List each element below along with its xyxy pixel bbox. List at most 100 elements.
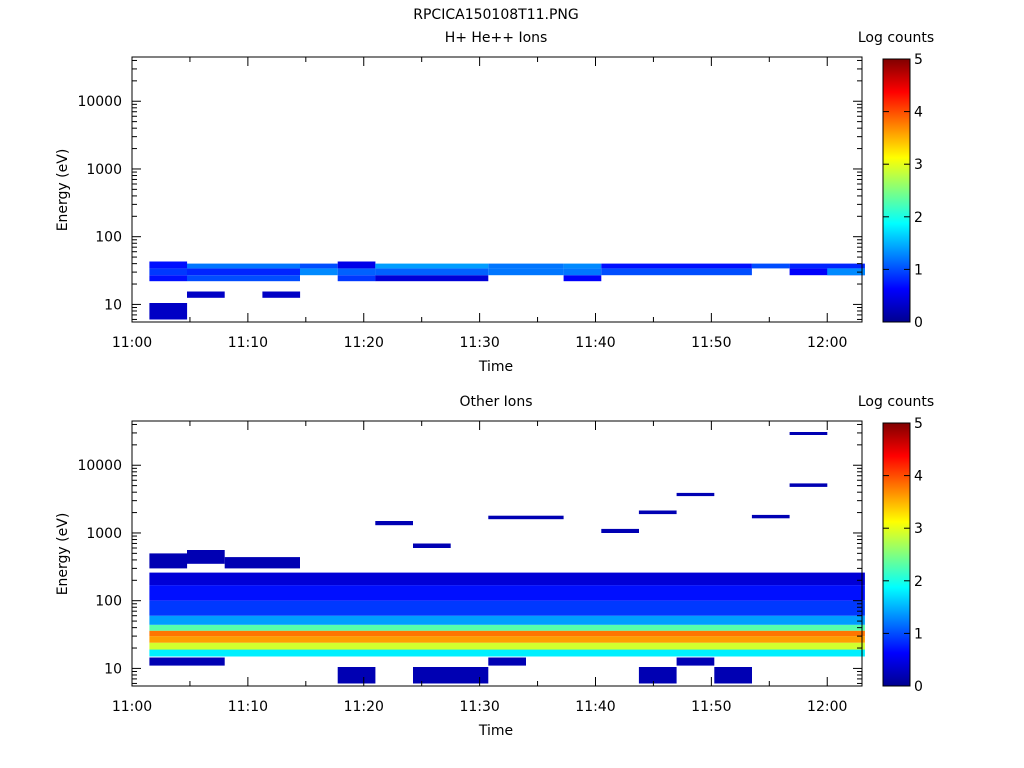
heatmap-cell: [337, 275, 376, 282]
heatmap-cell: [187, 550, 225, 564]
heatmap-cell: [488, 263, 564, 269]
heatmap-cell: [187, 291, 225, 298]
colorbar-tick-label: 5: [914, 416, 923, 432]
heatmap-cell: [601, 528, 639, 533]
colorbar-tick-label: 4: [914, 105, 923, 121]
heatmap-cell: [149, 657, 225, 666]
x-tick-label: 12:00: [807, 335, 847, 351]
x-axis-label: Time: [478, 359, 513, 375]
plot-frame: [131, 56, 863, 323]
heatmap-cell: [149, 624, 865, 631]
x-tick-label: 11:40: [575, 699, 615, 715]
colorbar-ticks: 0 1 2 3 4 5: [883, 416, 923, 695]
x-tick-label: 11:10: [228, 335, 268, 351]
x-tick-label: 11:00: [112, 699, 152, 715]
colorbar-tick-label: 0: [914, 679, 923, 695]
heatmap-cells: [149, 261, 865, 320]
heatmap-cell: [676, 492, 715, 497]
colorbar-tick-label: 4: [914, 469, 923, 485]
heatmap-cell: [375, 521, 413, 526]
y-tick-label: 1000: [86, 162, 122, 178]
heatmap-cell: [488, 268, 564, 276]
heatmap-cell: [375, 268, 489, 276]
heatmap-cell: [375, 275, 489, 282]
heatmap-cell: [149, 630, 865, 637]
heatmap-cell: [149, 275, 188, 282]
heatmap-cell: [187, 275, 300, 282]
figure-title: RPCICA150108T11.PNG: [413, 7, 578, 23]
heatmap-cell: [337, 667, 376, 684]
y-tick-label: 10000: [77, 458, 122, 474]
colorbar-tick-label: 3: [914, 157, 923, 173]
x-tick-label: 11:30: [459, 335, 499, 351]
y-tick-label: 100: [95, 230, 122, 246]
heatmap-cell: [149, 615, 865, 625]
heatmap-cell: [601, 268, 752, 276]
axes: 11:00 11:10 11:20 11:30 11:40 11:50 12:00 10 100…: [77, 421, 862, 715]
colorbar-label: Log counts: [858, 394, 934, 410]
heatmap-cell: [488, 515, 564, 520]
y-axis-label: Energy (eV): [55, 513, 71, 596]
heatmap-cells: [149, 432, 865, 684]
x-tick-label: 11:20: [344, 699, 384, 715]
colorbar-tick-label: 0: [914, 315, 923, 331]
panel-h-he-ions: H+ He++ Ions 11:00 11:10 11:20 11:30 11:40 11…: [55, 30, 934, 375]
colorbar-tick-label: 3: [914, 521, 923, 537]
colorbar-tick-label: 2: [914, 574, 923, 590]
y-axis-label: Energy (eV): [55, 149, 71, 232]
y-tick-label: 10: [104, 297, 122, 313]
y-tick-label: 10000: [77, 94, 122, 110]
y-tick-label: 100: [95, 594, 122, 610]
heatmap-cell: [337, 268, 376, 276]
colorbar: [882, 58, 911, 323]
heatmap-cell: [751, 514, 790, 519]
heatmap-cell: [413, 667, 489, 684]
colorbar-tick-label: 2: [914, 210, 923, 226]
heatmap-cell: [601, 263, 752, 269]
heatmap-cell: [149, 553, 188, 569]
heatmap-cell: [751, 263, 790, 269]
axes: 11:00 11:10 11:20 11:30 11:40 11:50 12:00 10 100…: [77, 57, 862, 351]
heatmap-cell: [563, 275, 602, 282]
x-tick-label: 11:50: [691, 335, 731, 351]
y-tick-label: 1000: [86, 526, 122, 542]
heatmap-cell: [149, 642, 865, 650]
x-tick-label: 11:00: [112, 335, 152, 351]
heatmap-cell: [187, 263, 300, 269]
heatmap-cell: [149, 303, 188, 320]
x-tick-label: 12:00: [807, 699, 847, 715]
heatmap-cell: [638, 510, 677, 515]
x-tick-label: 11:20: [344, 335, 384, 351]
heatmap-cell: [187, 268, 300, 276]
heatmap-cell: [563, 268, 602, 276]
colorbar-tick-label: 1: [914, 262, 923, 278]
heatmap-cell: [149, 585, 865, 601]
panel-title: Other Ions: [459, 394, 532, 410]
panel-title: H+ He++ Ions: [445, 30, 548, 46]
heatmap-cell: [827, 268, 865, 276]
heatmap-cell: [638, 667, 677, 684]
heatmap-cell: [149, 261, 188, 269]
heatmap-cell: [149, 649, 865, 657]
x-tick-label: 11:30: [459, 699, 499, 715]
x-axis-label: Time: [478, 723, 513, 739]
colorbar: [882, 422, 911, 687]
heatmap-cell: [375, 263, 489, 269]
x-tick-label: 11:10: [228, 699, 268, 715]
y-tick-label: 10: [104, 661, 122, 677]
heatmap-cell: [149, 600, 865, 616]
colorbar-tick-label: 5: [914, 52, 923, 68]
heatmap-cell: [789, 483, 828, 487]
heatmap-cell: [149, 572, 865, 586]
x-tick-label: 11:50: [691, 699, 731, 715]
heatmap-cell: [789, 432, 828, 435]
colorbar-tick-label: 1: [914, 626, 923, 642]
heatmap-cell: [789, 263, 865, 269]
heatmap-cell: [149, 268, 188, 276]
heatmap-cell: [300, 268, 338, 276]
heatmap-cell: [224, 557, 300, 569]
heatmap-cell: [714, 667, 752, 684]
colorbar-label: Log counts: [858, 30, 934, 46]
heatmap-cell: [262, 291, 301, 298]
x-tick-label: 11:40: [575, 335, 615, 351]
